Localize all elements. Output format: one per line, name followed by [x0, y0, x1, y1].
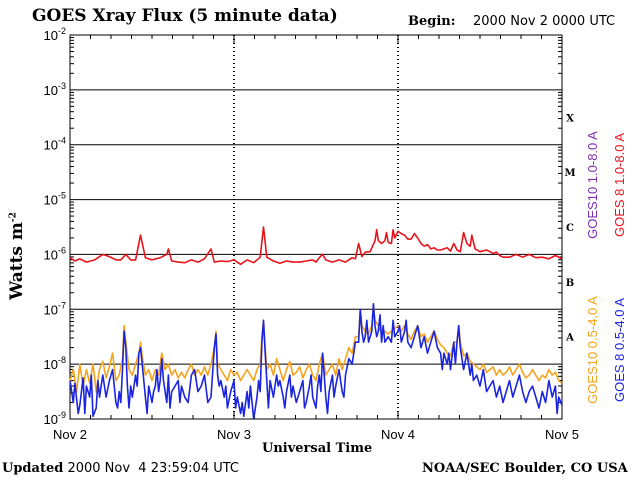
y-tick-label: 10-3 [44, 81, 66, 98]
x-tick-label: Nov 2 [53, 427, 87, 442]
y-tick-label: 10-7 [44, 300, 66, 317]
series-line-goes-8-0-5-4-0-a [69, 303, 563, 420]
chart-title: GOES Xray Flux (5 minute data) [32, 6, 338, 26]
y-tick-label: 10-9 [44, 410, 66, 427]
y-tick-exponent: -7 [58, 300, 66, 310]
x-axis-label: Universal Time [262, 441, 373, 456]
legend-entry: GOES10 0.5-4.0 A [585, 296, 600, 404]
legend-entry: GOES10 1.0-8.0 A [585, 131, 600, 239]
y-tick-exponent: -5 [58, 191, 66, 201]
y-tick-base: 10 [44, 83, 58, 98]
flare-class-label: B [566, 278, 574, 289]
series-line-goes10-0-5-4-0-a [69, 303, 563, 393]
y-tick-base: 10 [44, 138, 58, 153]
updated-label: Updated [2, 461, 64, 476]
legend-entry: GOES 8 0.5-4.0 A [612, 298, 627, 402]
y-tick-base: 10 [44, 28, 58, 43]
footer-credit: NOAA/SEC Boulder, CO USA [422, 461, 628, 476]
y-axis-label-exponent: -2 [8, 212, 19, 223]
series-line-goes-8-1-0-8-0-a [69, 226, 563, 266]
y-tick-base: 10 [44, 247, 58, 262]
x-tick-label: Nov 4 [381, 427, 415, 442]
y-tick-exponent: -6 [58, 245, 66, 255]
y-tick-base: 10 [44, 193, 58, 208]
y-tick-base: 10 [44, 302, 58, 317]
y-axis-label-text: Watts m [7, 222, 27, 300]
x-tick-label: Nov 3 [217, 427, 251, 442]
x-tick-label: Nov 5 [545, 427, 579, 442]
y-tick-base: 10 [44, 357, 58, 372]
y-tick-exponent: -3 [58, 81, 66, 91]
y-tick-label: 10-5 [44, 191, 66, 208]
y-axis-label: Watts m-2 [7, 212, 27, 300]
y-tick-exponent: -8 [58, 355, 66, 365]
y-tick-label: 10-8 [44, 355, 66, 372]
y-tick-label: 10-2 [44, 26, 66, 43]
flare-class-label: A [565, 333, 574, 344]
y-tick-base: 10 [44, 412, 58, 427]
flare-class-label: X [566, 113, 574, 124]
legend-entry: GOES 8 1.0-8.0 A [612, 133, 627, 237]
flare-class-label: M [564, 168, 575, 179]
updated-value: 2000 Nov 4 23:59:04 UTC [67, 461, 239, 476]
begin-label: Begin: [408, 14, 456, 29]
begin-value: 2000 Nov 2 0000 UTC [473, 14, 616, 29]
y-tick-label: 10-4 [44, 136, 66, 153]
flare-class-label: C [566, 223, 574, 234]
y-tick-exponent: -4 [58, 136, 66, 146]
y-tick-label: 10-6 [44, 245, 66, 262]
footer-updated: Updated 2000 Nov 4 23:59:04 UTC [2, 461, 239, 476]
y-tick-exponent: -2 [58, 26, 66, 36]
y-tick-exponent: -9 [58, 410, 66, 420]
